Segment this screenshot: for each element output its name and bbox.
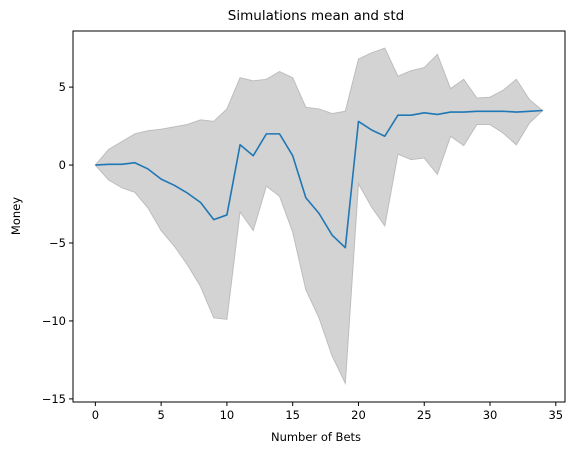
y-axis-label: Money [9, 197, 23, 235]
y-tick-label: −5 [49, 236, 66, 250]
x-tick-label: 35 [548, 408, 563, 422]
x-tick-label: 30 [483, 408, 498, 422]
x-tick-label: 25 [417, 408, 432, 422]
x-tick-label: 20 [351, 408, 366, 422]
x-tick-label: 10 [220, 408, 235, 422]
x-tick-label: 0 [92, 408, 99, 422]
y-tick-label: 0 [59, 158, 66, 172]
x-tick-label: 15 [285, 408, 300, 422]
plot-area [94, 47, 544, 386]
mean-line [95, 109, 543, 249]
y-tick-label: 5 [59, 80, 66, 94]
axes-frame [72, 30, 566, 403]
x-axis-label: Number of Bets [271, 430, 361, 444]
chart-title: Simulations mean and std [228, 8, 404, 24]
x-tick-label: 5 [157, 408, 164, 422]
y-tick-label: −15 [42, 392, 66, 406]
y-tick-label: −10 [42, 314, 66, 328]
tick-group: 0 5 10 15 20 25 30 35 −15 −10 −5 0 5 [42, 80, 563, 422]
